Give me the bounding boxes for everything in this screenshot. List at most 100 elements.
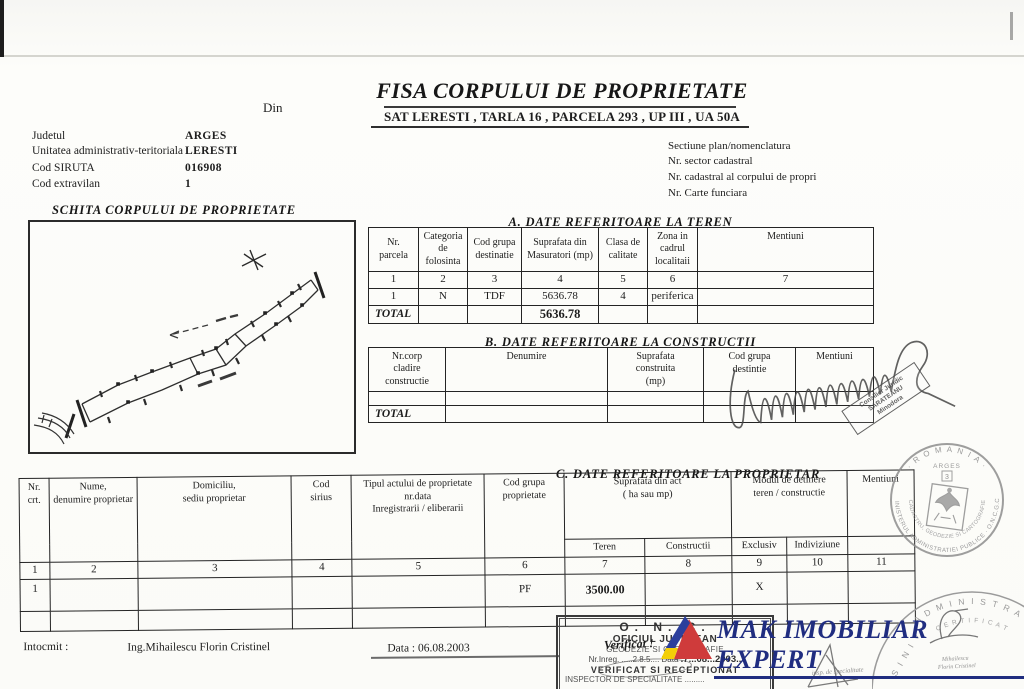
col-header-mentiuni: Mentiuni xyxy=(697,227,874,272)
col-header-mod-detinere: Modul de detinere teren / constructie xyxy=(730,470,848,538)
boundary-points xyxy=(116,291,304,404)
footer-rule xyxy=(370,655,560,659)
uat-value: LERESTI xyxy=(185,145,238,157)
din-label: Din xyxy=(263,100,283,115)
onc-line-geodezie: GEODEZIE SI CARTOGRAFIE xyxy=(606,645,723,654)
table-c-header-row: Nr. crt. Nume, denumire proprietar Domic… xyxy=(19,469,915,563)
cell-empty xyxy=(445,391,608,406)
col-number: 3 xyxy=(467,271,522,289)
table-a-number-row: 1 2 3 4 5 6 7 xyxy=(368,271,874,289)
subtitle-underline xyxy=(371,126,749,128)
table-b-title: B. DATE REFERITOARE LA CONSTRUCTII xyxy=(484,335,757,349)
extravilan-label: Cod extravilan xyxy=(32,178,101,190)
cell-cod-grupa-prop: PF xyxy=(484,574,566,607)
cell-cod-grupa: TDF xyxy=(467,287,522,306)
cell-empty xyxy=(351,574,486,609)
cell-exclusiv-mark: X xyxy=(731,571,788,605)
schita-box xyxy=(28,220,356,454)
table-a-data-row: 1 N TDF 5636.78 4 periferica xyxy=(368,287,874,306)
col-number: 4 xyxy=(291,559,352,577)
onc-line-verificat-receptionat: VERIFICAT SI RECEPTIONAT xyxy=(590,665,740,675)
onc-stamp-box: O. N. C. OFICIUL JUDETEAN GEODEZIE SI CA… xyxy=(556,615,774,689)
mak-logo-text: MAK IMOBILIAR EXPERT xyxy=(714,615,1024,679)
col-subheader-exclusiv: Exclusiv xyxy=(731,537,787,556)
cell-empty xyxy=(137,576,293,611)
cell-empty xyxy=(368,391,446,406)
total-label-b: TOTAL xyxy=(368,404,446,424)
total-label: TOTAL xyxy=(368,304,419,325)
cell-mentiuni xyxy=(697,287,874,306)
signature-name-line2: Florin Cristinel xyxy=(937,663,976,671)
col-number: 2 xyxy=(49,561,138,579)
total-suprafata: 5636.78 xyxy=(521,304,599,325)
table-a-total-row: TOTAL 5636.78 xyxy=(368,304,874,325)
signature-monogram xyxy=(929,608,979,644)
handwritten-signature xyxy=(729,340,956,429)
page-subtitle: SAT LERESTI , TARLA 16 , PARCELA 293 , U… xyxy=(384,109,740,124)
nr-cadastral-label: Nr. cadastral al corpului de propri xyxy=(668,171,817,183)
corner-round-stamp: A D M I N I S T R A - C E R T I F I C A … xyxy=(872,591,1024,689)
mak-logo-triangle-icon xyxy=(661,616,712,659)
signature-name-line1: Mihailescu xyxy=(941,656,969,663)
scan-edge-mark-right xyxy=(1010,12,1013,40)
col-header-suprafata-act: Suprafata din act ( ha sau mp) xyxy=(564,471,732,540)
col-number: 7 xyxy=(697,271,874,289)
cell-empty xyxy=(485,606,566,627)
col-number: 4 xyxy=(521,271,599,289)
judet-value: ARGES xyxy=(185,130,227,142)
col-header-cod-sirius: Cod sirius xyxy=(291,475,352,560)
cell-empty xyxy=(697,304,874,325)
judet-label: Judetul xyxy=(32,130,66,142)
boundary-ticks xyxy=(98,283,302,424)
col-header-nume: Nume, denumire proprietar xyxy=(49,477,138,563)
cell-empty xyxy=(291,576,353,609)
cell-empty xyxy=(49,578,139,611)
cell-empty xyxy=(786,571,849,604)
cell-empty xyxy=(352,606,486,629)
onc-date-handwritten: .7...08...2003.. xyxy=(680,654,742,665)
col-number: 6 xyxy=(484,557,565,575)
sector-cadastral-label: Nr. sector cadastral xyxy=(668,155,753,167)
cell-clasa: 4 xyxy=(598,287,648,306)
table-a-header-row: Nr. parcela Categoria de folosinta Cod g… xyxy=(368,227,874,272)
col-header-nr-corp: Nr.corp cladire constructie xyxy=(368,347,446,392)
col-header-cod-grupa: Cod grupa destinatie xyxy=(467,227,522,272)
cell-zona: periferica xyxy=(647,287,698,306)
col-header-suprafata: Suprafata din Masuratori (mp) xyxy=(521,227,599,272)
cell-empty xyxy=(445,404,608,424)
parcel-sketch xyxy=(33,249,326,445)
cell-teren-value: 3500.00 xyxy=(564,573,646,607)
cell-empty xyxy=(20,610,51,632)
col-header-tip-act: Tipul actului de proprietate nr.data Inr… xyxy=(351,474,485,560)
cell-empty xyxy=(292,608,353,629)
cell-empty xyxy=(607,404,704,424)
onc-nr-inreg-label: Nr.Inreg. .....2.8.5.... Data xyxy=(588,655,681,664)
col-number: 5 xyxy=(598,271,648,289)
cell-nr-crt: 1 xyxy=(19,578,51,612)
col-header-cod-grupa-b: Cod grupa destintie xyxy=(703,347,796,392)
schita-title: SCHITA CORPULUI DE PROPRIETATE xyxy=(52,203,296,217)
cell-empty xyxy=(598,304,648,325)
stamp-arges-text: ARGES xyxy=(933,463,961,470)
north-arrow-icon xyxy=(241,249,267,271)
cell-empty xyxy=(644,572,733,606)
verificat-handwriting: Verificat ! xyxy=(603,636,654,652)
coat-of-arms xyxy=(925,482,969,532)
page-title: FISA CORPULUI DE PROPRIETATE xyxy=(376,78,748,103)
col-number: 9 xyxy=(731,555,787,573)
col-subheader-indiviziune: Indiviziune xyxy=(786,536,848,556)
intocmit-name: Ing.Mihailescu Florin Cristinel xyxy=(127,641,271,654)
col-header-domiciliu: Domiciliu, sediu proprietar xyxy=(137,475,292,562)
col-header-cod-grupa-prop: Cod grupa proprietate xyxy=(484,473,565,559)
col-number: 1 xyxy=(368,271,419,289)
extravilan-value: 1 xyxy=(185,178,192,190)
cell-empty xyxy=(607,391,704,406)
stamp-number: 3 xyxy=(945,474,949,481)
table-c-proprietar: Nr. crt. Nume, denumire proprietar Domic… xyxy=(19,469,916,632)
col-number: 10 xyxy=(786,554,848,572)
direction-arrow xyxy=(169,313,239,388)
col-number: 7 xyxy=(564,556,645,575)
col-header-nr-parcela: Nr. parcela xyxy=(368,227,419,272)
col-subheader-constructii: Constructii xyxy=(644,537,732,557)
